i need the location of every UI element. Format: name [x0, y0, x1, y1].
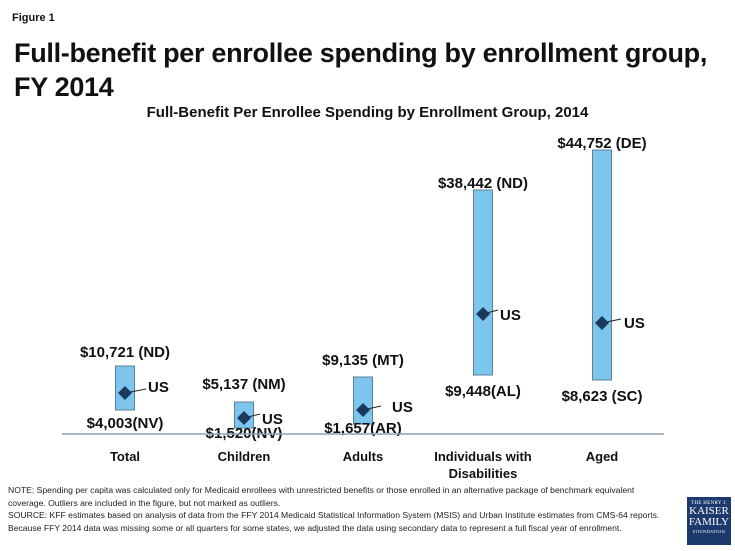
- logo-line2: KAISER: [689, 505, 729, 517]
- us-marker-4: [595, 316, 609, 330]
- min-label-0: $4,003(NV): [87, 415, 164, 432]
- us-marker-2: [356, 403, 370, 417]
- us-marker-3: [476, 307, 490, 321]
- main-title: Full-benefit per enrollee spending by en…: [14, 38, 708, 102]
- us-label-0: US: [148, 379, 169, 396]
- category-label-1: Children: [218, 449, 271, 464]
- figure-label: Figure 1: [12, 12, 55, 24]
- kff-logo: THE HENRY J. KAISER FAMILY FOUNDATION: [687, 497, 731, 545]
- us-label-2: US: [392, 399, 413, 416]
- category-label-2: Adults: [343, 449, 383, 464]
- category-label-3: Disabilities: [449, 466, 518, 481]
- max-label-4: $44,752 (DE): [557, 135, 646, 152]
- us-label-3: US: [500, 307, 521, 324]
- range-bar-4: [592, 149, 612, 381]
- max-label-0: $10,721 (ND): [80, 344, 170, 361]
- logo-line1: THE HENRY J.: [691, 501, 727, 506]
- min-label-2: $1,657(AR): [324, 420, 402, 437]
- us-marker-0: [118, 386, 132, 400]
- chart-title: Full-Benefit Per Enrollee Spending by En…: [146, 104, 589, 121]
- note-text: NOTE: Spending per capita was calculated…: [8, 485, 635, 508]
- logo-line4: FOUNDATION: [693, 529, 725, 534]
- us-label-4: US: [624, 315, 645, 332]
- min-label-4: $8,623 (SC): [562, 388, 643, 405]
- max-label-1: $5,137 (NM): [202, 376, 285, 393]
- max-label-2: $9,135 (MT): [322, 352, 404, 369]
- us-label-1: US: [262, 411, 283, 428]
- min-label-3: $9,448(AL): [445, 383, 521, 400]
- logo-line3: FAMILY: [688, 516, 730, 528]
- category-label-3: Individuals with: [434, 449, 532, 464]
- category-label-0: Total: [110, 449, 140, 464]
- footnotes: NOTE: Spending per capita was calculated…: [8, 484, 668, 534]
- range-bar-3: [473, 189, 493, 376]
- max-label-3: $38,442 (ND): [438, 175, 528, 192]
- category-label-4: Aged: [586, 449, 619, 464]
- source-text: SOURCE: KFF estimates based on analysis …: [8, 510, 660, 533]
- us-marker-1: [237, 411, 251, 425]
